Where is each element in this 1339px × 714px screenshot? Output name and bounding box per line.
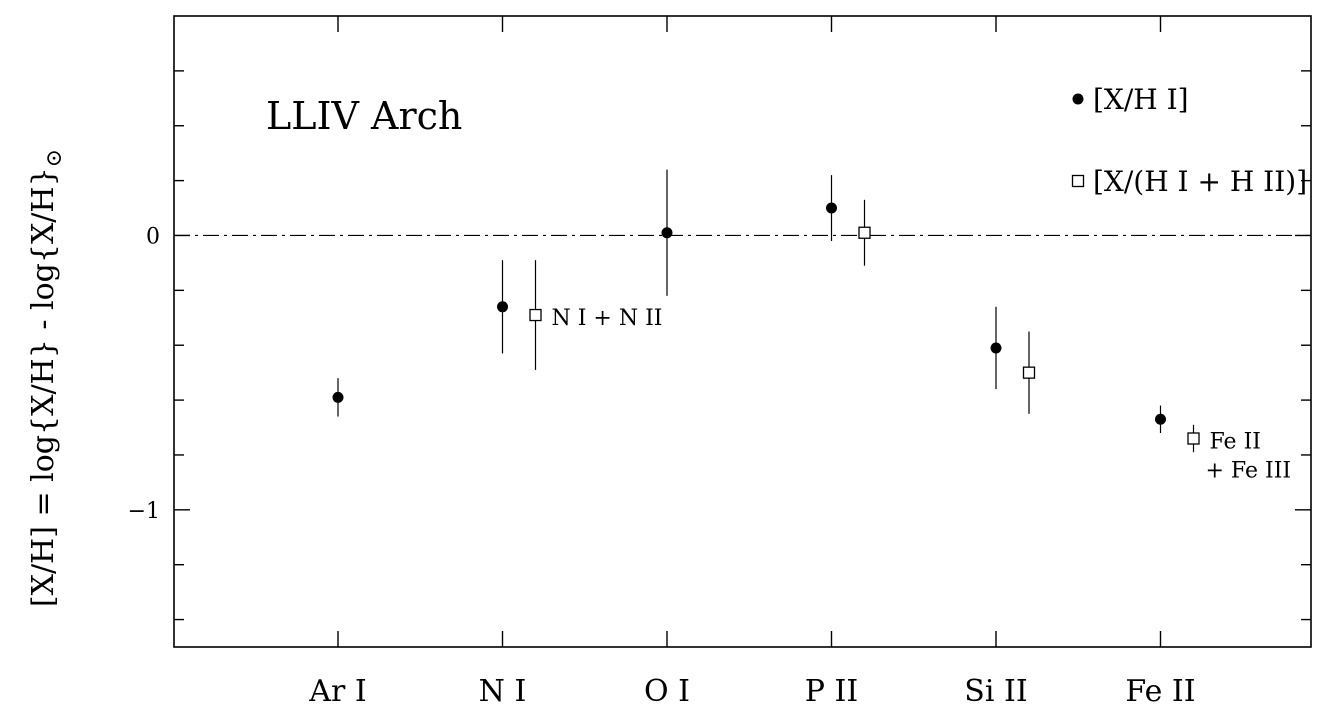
x-tick-label: Ar I [308, 674, 366, 709]
data-point-open [858, 226, 871, 239]
legend: [X/H I] [X/(H I + H II)] [1071, 83, 1307, 198]
plot-frame [173, 15, 1312, 648]
y-tick-label: 0 [146, 224, 160, 249]
data-point-open [1187, 432, 1200, 445]
data-point-filled [661, 227, 673, 239]
data-point-open [1022, 366, 1036, 379]
data-point-filled [826, 202, 837, 214]
svg-text:[X/H] = log{X/H} - log{X/H}⊙: [X/H] = log{X/H} - log{X/H}⊙ [26, 149, 67, 607]
data-point-open [529, 308, 542, 322]
legend-marker-filled [1072, 93, 1084, 105]
x-tick-label: N I [479, 674, 527, 709]
data-point-filled [990, 342, 1002, 354]
data-point-filled [1155, 413, 1166, 425]
plot-frame-rect [173, 15, 1312, 648]
chart-title: LLIV Arch [266, 94, 462, 138]
legend-marker-open [1071, 174, 1085, 188]
data-points [332, 169, 1200, 453]
axis-ticks: −1 0 Ar I N I O I P II Si II Fe II [128, 16, 1311, 709]
annotation-label: Fe II [1210, 429, 1261, 454]
x-tick-label: Si II [964, 674, 1027, 709]
legend-entry: [X/H I] [1093, 83, 1189, 116]
data-point-filled [332, 391, 344, 403]
x-tick-label: O I [644, 674, 690, 709]
annotation-label: N I + N II [552, 306, 663, 331]
annotations: N I + N II Fe II + Fe III [552, 306, 1292, 483]
data-point-filled [497, 301, 508, 313]
annotation-label: + Fe III [1206, 458, 1292, 483]
x-tick-label: Fe II [1125, 674, 1195, 709]
y-axis-label-text: [X/H] = log{X/H} - log{X/H} [26, 167, 61, 607]
y-axis-label-subscript: ⊙ [42, 149, 67, 167]
y-tick-label: −1 [128, 499, 160, 524]
y-axis-label: [X/H] = log{X/H} - log{X/H}⊙ [26, 149, 67, 607]
x-tick-label: P II [805, 674, 858, 709]
legend-entry: [X/(H I + H II)] [1093, 165, 1307, 198]
